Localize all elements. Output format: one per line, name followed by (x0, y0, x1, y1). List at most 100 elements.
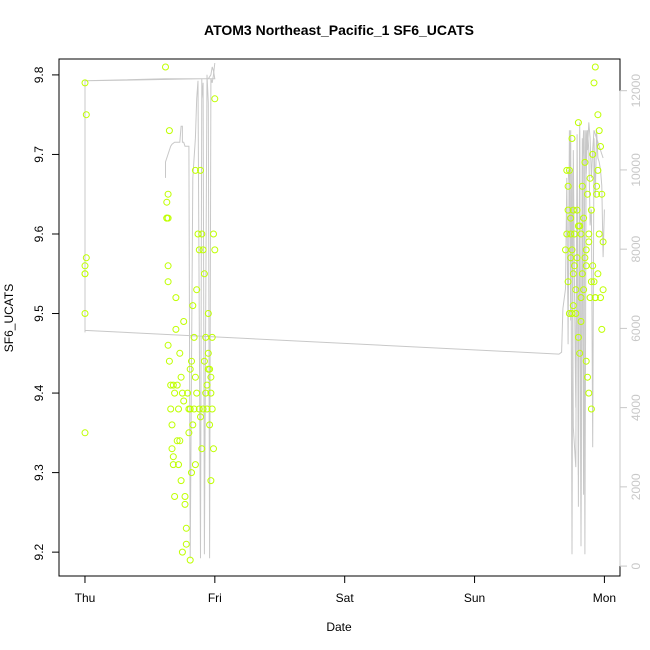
primary-series-layer (81, 63, 607, 564)
data-point (567, 214, 575, 222)
x-tick-label: Thu (75, 591, 96, 605)
data-point (81, 270, 89, 278)
data-point (594, 166, 602, 174)
data-point (577, 318, 585, 325)
data-point (180, 318, 188, 325)
data-point (591, 63, 599, 71)
data-point (169, 453, 177, 461)
secondary-series-line (84, 66, 605, 531)
data-point (586, 294, 594, 302)
data-point (577, 294, 585, 302)
data-point (168, 445, 176, 453)
data-point (198, 230, 206, 238)
data-point (567, 254, 575, 262)
data-point (199, 405, 207, 413)
data-point (180, 397, 188, 405)
data-point (598, 325, 606, 333)
x-tick-label: Sun (464, 591, 485, 605)
data-point (164, 341, 172, 349)
y-axis: 9.2 9.3 9.4 9.5 9.6 9.7 9.8 (32, 66, 60, 560)
data-point (568, 135, 576, 142)
data-point (81, 310, 89, 317)
y-tick-label: 9.4 (32, 384, 46, 401)
data-point (182, 540, 190, 548)
data-point (582, 357, 590, 365)
data-point (568, 310, 576, 317)
data-point (204, 310, 212, 317)
data-point (173, 437, 181, 445)
data-point (165, 127, 173, 135)
data-point (582, 262, 590, 270)
right-tick-label: 6000 (629, 315, 643, 342)
data-point (585, 238, 593, 246)
data-point (591, 294, 599, 302)
data-point (569, 270, 577, 278)
data-point (189, 302, 197, 310)
data-point (576, 349, 584, 357)
plot-frame (58, 58, 621, 577)
right-tick-label: 8000 (629, 235, 643, 262)
data-point (595, 230, 603, 238)
y-tick-label: 9.3 (32, 464, 46, 481)
data-point (587, 405, 595, 413)
data-point (211, 246, 219, 254)
right-axis: 0 2000 4000 6000 8000 10000 12000 (619, 74, 643, 569)
secondary-series-line (165, 62, 216, 559)
data-point (167, 405, 175, 413)
data-point (578, 270, 586, 278)
data-point (81, 262, 89, 270)
data-point (194, 230, 202, 238)
data-point (581, 158, 589, 166)
data-point (164, 278, 172, 286)
data-point (81, 429, 89, 437)
y-axis-label: SF6_UCATS (2, 284, 16, 352)
data-point (599, 286, 607, 294)
data-point (189, 421, 197, 429)
data-point (186, 556, 194, 564)
data-point (82, 111, 90, 119)
secondary-series-layer (84, 62, 605, 559)
data-point (587, 206, 595, 214)
data-point (186, 405, 194, 413)
data-point (574, 333, 582, 341)
data-point (580, 286, 588, 294)
data-point (199, 246, 207, 254)
data-point (598, 190, 606, 198)
data-point (564, 206, 572, 214)
data-point (82, 254, 90, 262)
data-point (599, 238, 607, 246)
data-point (168, 421, 176, 429)
data-point (191, 461, 199, 469)
data-point (171, 389, 179, 397)
data-point (193, 286, 201, 294)
data-point (186, 365, 194, 373)
data-point (175, 405, 182, 413)
y-tick-label: 9.6 (32, 225, 46, 242)
data-point (190, 333, 198, 341)
data-point (589, 262, 597, 270)
x-axis-label: Date (326, 620, 352, 634)
data-point (172, 294, 180, 302)
data-point (197, 166, 204, 174)
data-point (571, 262, 578, 270)
data-point (568, 246, 576, 254)
y-tick-label: 9.2 (32, 543, 46, 560)
data-point (573, 206, 581, 214)
data-point (208, 405, 216, 413)
data-point (198, 445, 206, 453)
data-point (190, 405, 198, 413)
x-tick-label: Sat (336, 591, 355, 605)
data-point (597, 143, 604, 150)
data-point (162, 63, 169, 71)
data-point (178, 548, 186, 556)
data-point (581, 254, 589, 262)
data-point (206, 365, 214, 373)
x-tick-label: Fri (208, 591, 222, 605)
data-point (207, 389, 215, 397)
data-point (211, 95, 219, 103)
data-point (593, 190, 601, 198)
data-point (204, 349, 212, 357)
data-point (593, 182, 601, 190)
data-point (582, 246, 590, 254)
data-point (181, 493, 189, 500)
